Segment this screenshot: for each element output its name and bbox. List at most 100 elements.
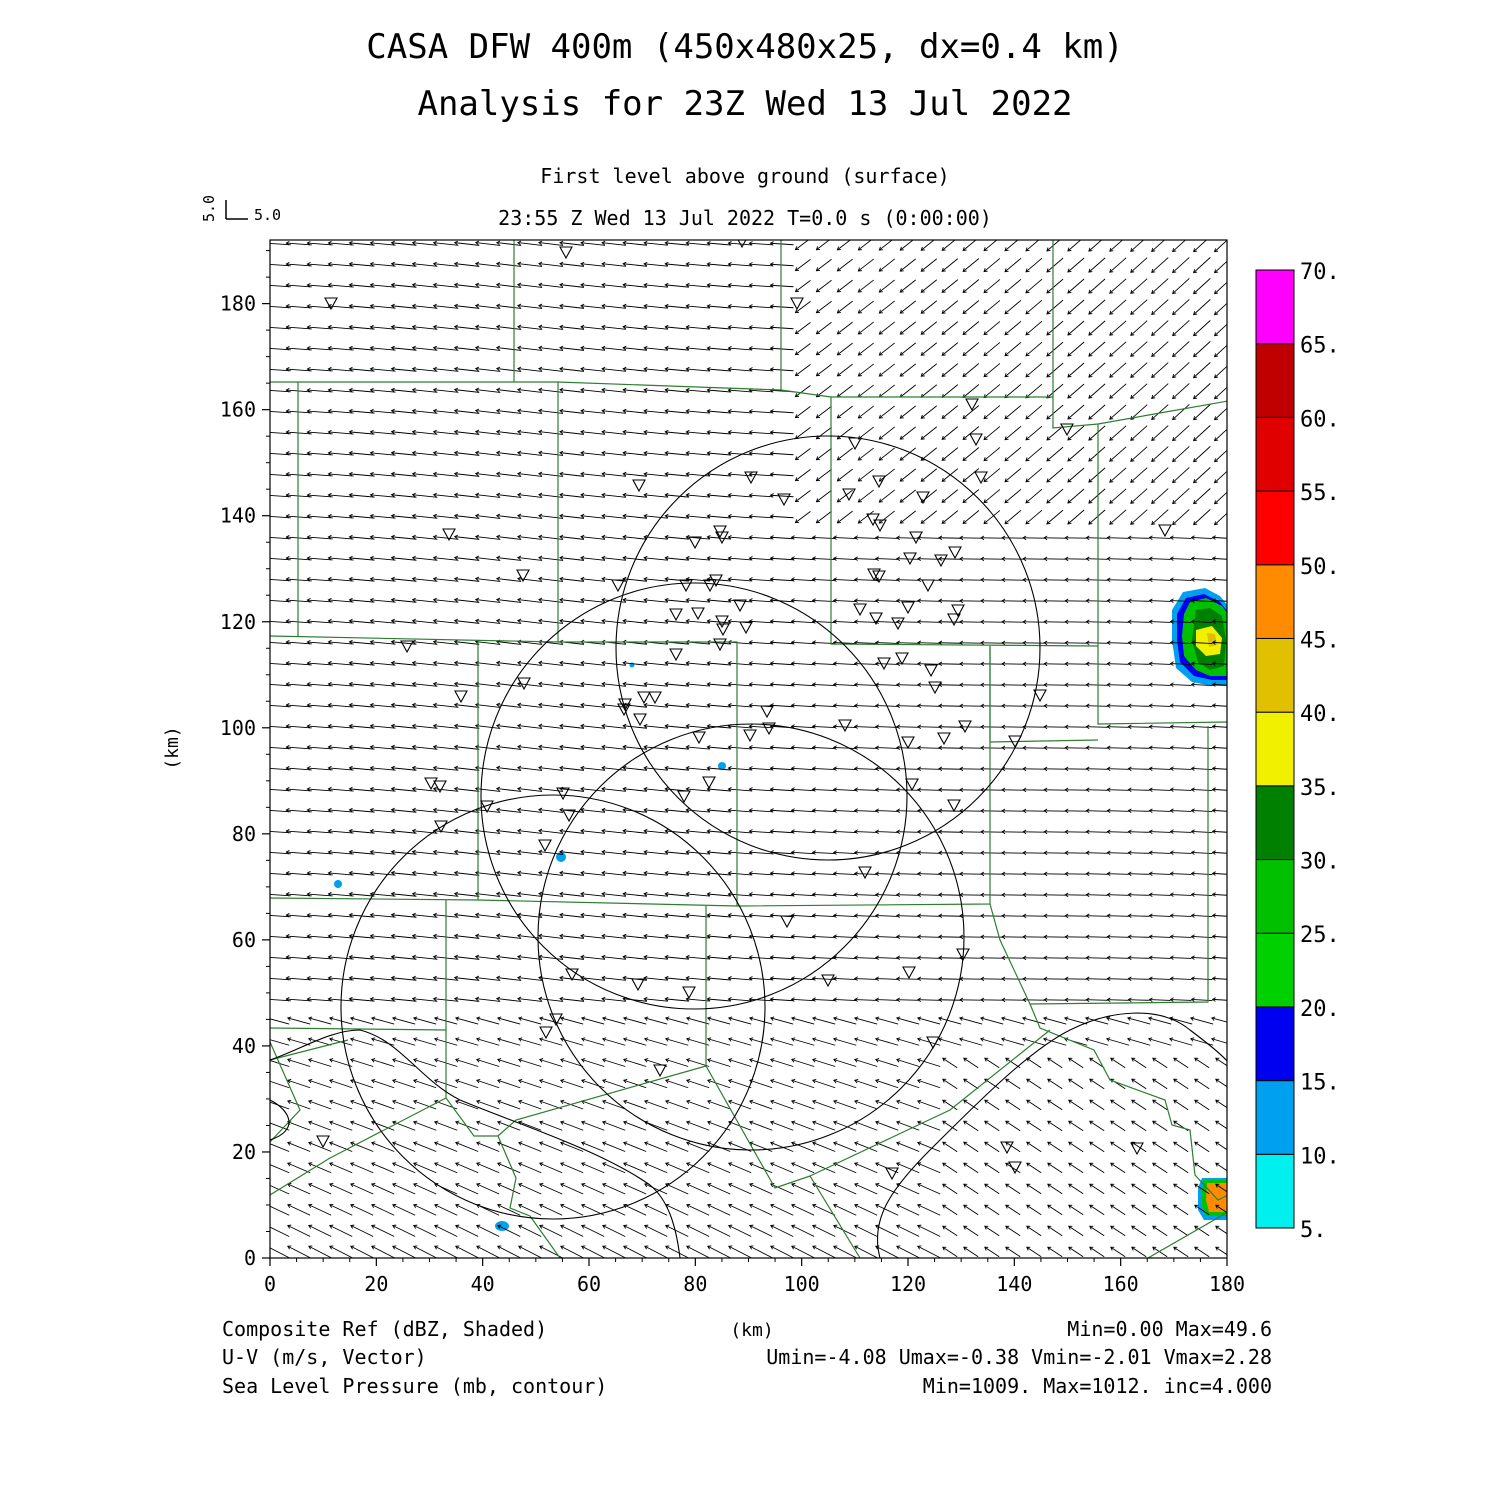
wind-vector <box>832 976 857 981</box>
pressure-contours <box>270 1012 1227 1258</box>
wind-vector <box>1043 535 1066 541</box>
footer-field1-label: Composite Ref (dBZ, Shaded) <box>222 1317 547 1341</box>
wind-vector <box>390 744 417 750</box>
wind-vector <box>369 639 396 645</box>
wind-vector <box>727 577 752 582</box>
wind-vector <box>832 661 857 666</box>
wind-vector <box>938 976 962 982</box>
wind-vector <box>962 405 980 420</box>
wind-vector <box>348 492 375 498</box>
x-tick-label: 120 <box>890 1272 926 1296</box>
wind-vector <box>833 1078 857 1089</box>
wind-vector <box>623 1141 647 1152</box>
wind-vector <box>411 954 438 960</box>
wind-vector <box>790 556 815 561</box>
wind-vector <box>963 1099 979 1111</box>
wind-vector <box>560 1120 584 1131</box>
wind-vector <box>706 870 731 876</box>
wind-vector <box>791 1078 815 1089</box>
wind-vector <box>643 702 668 708</box>
wind-vector <box>306 954 333 960</box>
wind-vector <box>644 1203 668 1216</box>
wind-vector <box>580 240 606 246</box>
wind-vector <box>685 345 710 351</box>
wind-vector <box>1004 278 1022 294</box>
wind-vector <box>348 576 375 582</box>
wind-vector <box>622 765 647 771</box>
wind-vector <box>748 430 773 435</box>
wind-vector <box>664 345 689 351</box>
wind-vector <box>1213 512 1227 526</box>
wind-vector <box>495 471 522 477</box>
wind-vector <box>811 640 836 645</box>
wind-vector <box>664 744 689 750</box>
wind-vector <box>728 1162 752 1174</box>
wind-vector <box>1004 467 1022 483</box>
wind-vector <box>601 1016 626 1025</box>
wind-vector <box>495 534 522 540</box>
wind-vector <box>285 409 312 414</box>
wind-vector <box>832 1058 857 1067</box>
wind-vector <box>812 1099 836 1110</box>
wind-vector <box>559 366 585 372</box>
colorbar-label: 5. <box>1300 1218 1327 1243</box>
wind-vector <box>1047 1225 1063 1237</box>
wind-vector <box>748 829 773 834</box>
wind-vector <box>538 240 564 246</box>
station-marker <box>715 615 729 629</box>
wind-vector <box>306 786 333 792</box>
wind-vector <box>308 1078 332 1089</box>
wind-vector <box>790 997 815 1002</box>
wind-vector <box>853 661 878 666</box>
wind-vector <box>495 450 522 456</box>
wind-vector <box>1131 1204 1147 1216</box>
wind-vector <box>1022 640 1045 646</box>
wind-vector <box>1211 766 1227 771</box>
wind-vector <box>748 346 773 351</box>
wind-vector <box>1172 467 1190 484</box>
wind-vector <box>369 996 396 1002</box>
wind-vector <box>1025 257 1043 273</box>
wind-vector <box>941 258 959 272</box>
wind-vector <box>348 597 375 603</box>
station-marker <box>324 297 338 311</box>
wind-vector <box>601 429 626 435</box>
wind-vector <box>1025 509 1043 525</box>
wind-vector <box>706 744 731 750</box>
wind-vector <box>1148 619 1171 624</box>
wind-vector <box>941 300 959 314</box>
wind-vector <box>371 1078 395 1089</box>
wind-vector <box>390 597 417 603</box>
wind-vector <box>769 661 794 666</box>
wind-vector <box>959 577 983 583</box>
wind-vector <box>727 451 752 456</box>
wind-vector <box>1026 1204 1042 1216</box>
wind-vector <box>1001 787 1024 793</box>
wind-vector <box>706 891 731 897</box>
wind-vector <box>327 723 354 729</box>
station-marker <box>739 621 753 635</box>
wind-vector <box>664 471 689 477</box>
wind-vector <box>686 1183 710 1195</box>
wind-vector <box>794 301 811 314</box>
wind-vector <box>942 1099 958 1111</box>
wind-vector <box>411 387 438 393</box>
wind-vector <box>622 828 647 834</box>
wind-vector <box>938 535 962 541</box>
station-marker <box>743 729 757 743</box>
wind-vector <box>270 852 291 855</box>
wind-vector <box>1110 1162 1126 1174</box>
wind-vector <box>790 1037 815 1046</box>
wind-vector <box>1089 1225 1105 1237</box>
wind-vector <box>495 429 522 435</box>
wind-vector <box>794 385 811 398</box>
wind-vector <box>832 682 857 687</box>
wind-vector <box>685 513 710 519</box>
wind-vector <box>559 702 585 708</box>
wind-vector <box>495 303 522 309</box>
wind-vector <box>1106 682 1129 688</box>
wind-vector <box>453 282 480 288</box>
wind-vector <box>517 744 543 750</box>
wind-vector <box>790 892 815 897</box>
wind-vector <box>369 492 396 498</box>
